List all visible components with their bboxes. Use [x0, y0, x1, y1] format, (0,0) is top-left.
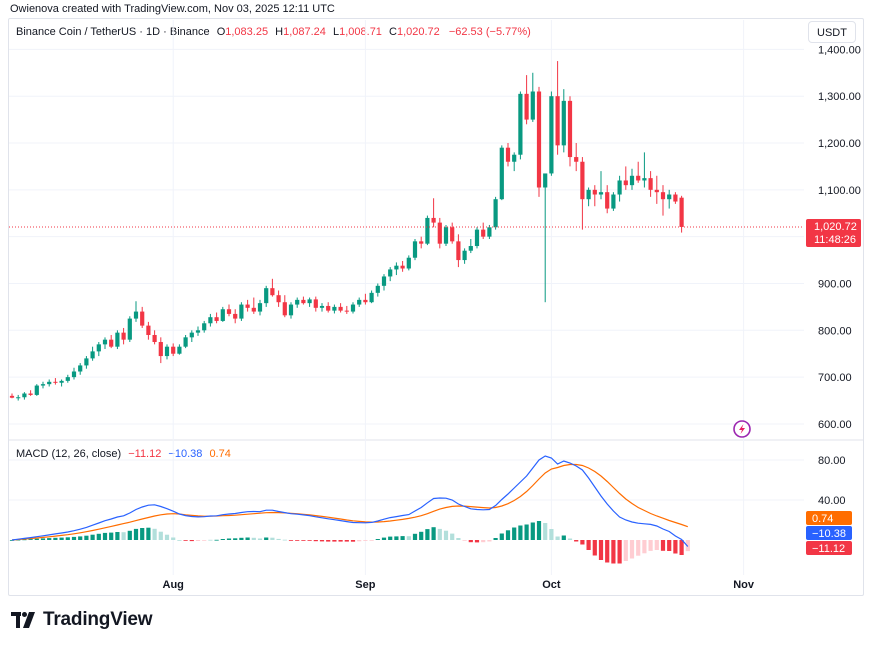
low-value: 1,008.71	[339, 26, 382, 38]
macd-title[interactable]: MACD (12, 26, close)	[16, 448, 122, 460]
close-value: 1,020.72	[396, 26, 440, 38]
tradingview-logo-icon	[11, 612, 35, 628]
open-label: O	[216, 26, 226, 38]
created-by-line: Owienova created with TradingView.com, N…	[10, 3, 335, 15]
high-value: 1,087.24	[283, 26, 326, 38]
tradingview-logo: TradingView	[11, 609, 153, 631]
change-value: −62.53 (−5.77%)	[448, 26, 531, 38]
macd-hist-value: −11.12	[128, 448, 162, 460]
macd-signal-value: 0.74	[209, 448, 231, 460]
chart-frame	[8, 18, 864, 596]
low-label: L	[332, 26, 340, 38]
open-value: 1,083.25	[225, 26, 269, 38]
symbol-legend: Binance Coin / TetherUS · 1D · Binance O…	[16, 26, 531, 38]
close-label: C	[389, 26, 397, 38]
symbol-title[interactable]: Binance Coin / TetherUS · 1D · Binance	[16, 26, 210, 38]
macd-legend: MACD (12, 26, close) −11.12 −10.38 0.74	[16, 448, 231, 460]
high-label: H	[275, 26, 284, 38]
brand-name: TradingView	[43, 609, 153, 630]
currency-button[interactable]: USDT	[808, 21, 856, 43]
macd-line-value: −10.38	[168, 448, 203, 460]
